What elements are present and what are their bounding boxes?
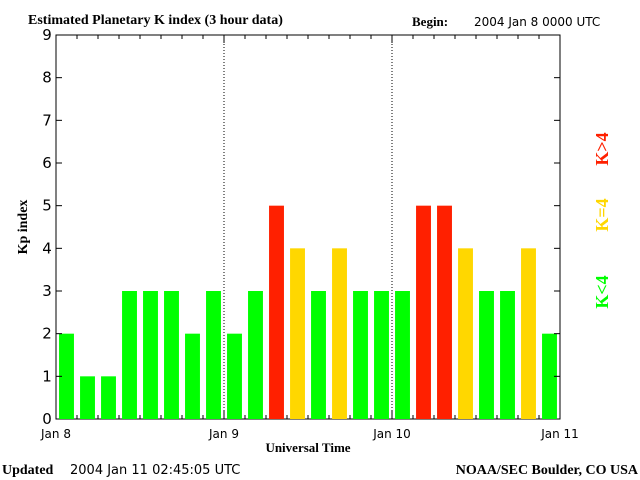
kp-bar [353, 291, 368, 419]
legend-mid: K=4 [592, 198, 612, 231]
kp-bar [248, 291, 263, 419]
x-axis-ticks: Jan 8 Jan 9 Jan 10 Jan 11 [40, 35, 579, 441]
kp-bar [437, 205, 452, 419]
kp-bar [332, 248, 347, 419]
updated-value: 2004 Jan 11 02:45:05 UTC [70, 463, 240, 478]
kp-bar [395, 291, 410, 419]
x-tick-label: Jan 11 [540, 427, 579, 441]
y-tick-label: 6 [42, 154, 52, 172]
x-tick-label: Jan 9 [208, 427, 239, 441]
y-tick-label: 1 [42, 367, 52, 385]
kp-bar [59, 333, 74, 419]
y-tick-label: 0 [42, 410, 52, 428]
day-dividers [223, 35, 393, 419]
kp-bar [458, 248, 473, 419]
kp-bar [542, 333, 557, 419]
bars [59, 205, 557, 419]
y-tick-label: 9 [42, 26, 52, 44]
source-credit: NOAA/SEC Boulder, CO USA [456, 463, 639, 478]
begin-label: Begin: [412, 14, 448, 29]
kp-bar [122, 291, 137, 419]
kp-bar [80, 376, 95, 419]
x-axis-label: Universal Time [265, 440, 350, 455]
y-axis-label: Kp index [16, 200, 31, 255]
kp-bar [311, 291, 326, 419]
y-tick-label: 7 [42, 111, 52, 129]
kp-bar [143, 291, 158, 419]
kp-bar [206, 291, 221, 419]
kp-bar [164, 291, 179, 419]
kp-bar [500, 291, 515, 419]
y-tick-label: 5 [42, 197, 52, 215]
x-tick-label: Jan 10 [372, 427, 411, 441]
y-tick-label: 2 [42, 325, 52, 343]
chart-title: Estimated Planetary K index (3 hour data… [28, 13, 283, 28]
kp-bar [185, 333, 200, 419]
kp-bar [374, 291, 389, 419]
y-tick-label: 3 [42, 282, 52, 300]
kp-bar [101, 376, 116, 419]
y-tick-label: 8 [42, 69, 52, 87]
y-tick-label: 4 [42, 239, 52, 257]
kp-bar [479, 291, 494, 419]
begin-value: 2004 Jan 8 0000 UTC [474, 15, 600, 29]
legend-low: K<4 [592, 275, 612, 308]
legend-high: K>4 [592, 132, 612, 165]
x-tick-label: Jan 8 [40, 427, 71, 441]
kp-bar [521, 248, 536, 419]
kp-bar [269, 205, 284, 419]
kp-bar [416, 205, 431, 419]
updated-label: Updated [2, 463, 54, 478]
kp-bar [290, 248, 305, 419]
y-axis-ticks: 0 1 2 3 4 5 6 7 8 9 [42, 26, 560, 428]
kp-bar [227, 333, 242, 419]
